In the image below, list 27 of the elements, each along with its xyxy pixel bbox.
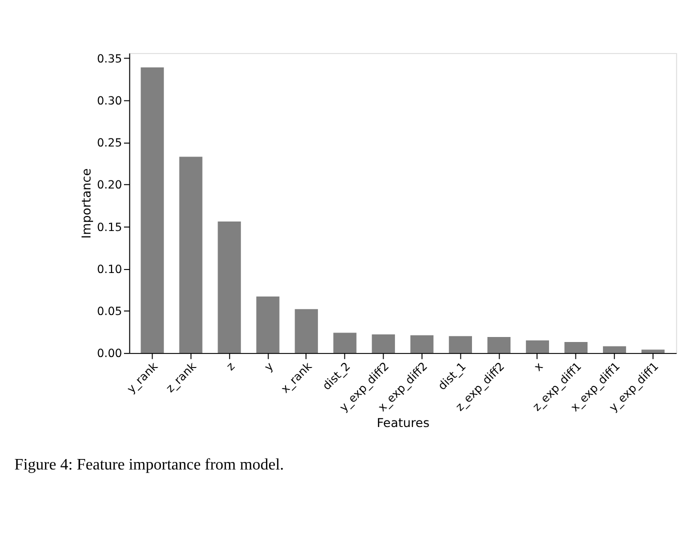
bar (448, 336, 472, 353)
y-tick-label: 0.35 (96, 52, 122, 66)
bar (526, 340, 550, 353)
x-axis-title: Features (376, 416, 430, 430)
y-tick-label: 0.20 (96, 178, 122, 192)
bar (372, 334, 395, 353)
y-axis-title: Importance (79, 168, 94, 239)
y-tick-label: 0.15 (96, 220, 122, 234)
bar (602, 346, 626, 353)
bar (564, 342, 588, 353)
y-tick-label: 0.05 (96, 305, 122, 318)
bar (333, 332, 356, 353)
y-tick-label: 0.30 (96, 94, 122, 108)
y-tick-label: 0.00 (96, 347, 122, 360)
caption: Figure 4: Feature importance from model. (14, 456, 284, 474)
bar (256, 296, 280, 353)
x-tick-label: y (262, 360, 276, 374)
bar (487, 336, 511, 353)
bar (140, 67, 164, 353)
bar (410, 335, 434, 353)
bar (218, 222, 241, 353)
x-tick-label: z (224, 360, 238, 374)
y-tick-label: 0.10 (96, 262, 122, 276)
bar (641, 350, 665, 353)
y-tick-label: 0.25 (96, 136, 122, 150)
bar (179, 156, 202, 353)
bar (294, 309, 318, 353)
